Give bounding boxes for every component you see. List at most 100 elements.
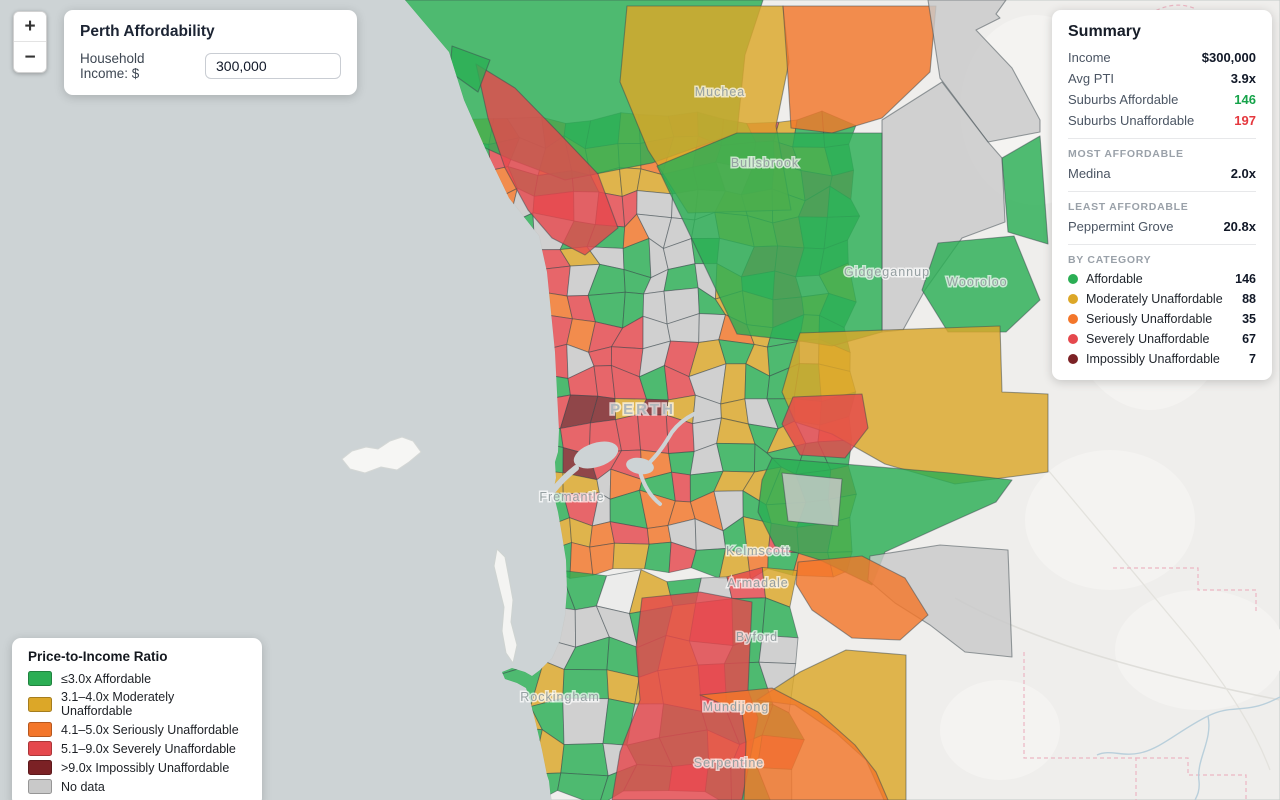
legend-item-label: No data (61, 779, 105, 794)
suburb-polygon[interactable] (671, 471, 691, 503)
suburb-polygon[interactable] (644, 541, 672, 574)
river-line (1194, 715, 1210, 800)
summary-stat-value: 146 (1234, 92, 1256, 107)
least-affordable-name: Peppermint Grove (1068, 219, 1174, 234)
suburb-polygon[interactable] (795, 555, 929, 641)
map-label-kelmscott: Kelmscott (726, 544, 790, 558)
suburb-polygon[interactable] (562, 697, 609, 746)
least-affordable-row: Peppermint Grove 20.8x (1068, 219, 1256, 234)
summary-stat-label: Avg PTI (1068, 71, 1115, 86)
most-affordable-name: Medina (1068, 166, 1111, 181)
divider (1068, 138, 1256, 139)
legend-item-label: >9.0x Impossibly Unaffordable (61, 760, 230, 775)
suburb-polygon[interactable] (668, 451, 695, 476)
admin-boundary-line (1023, 652, 1137, 800)
suburb-polygon[interactable] (560, 742, 609, 777)
category-row: Severely Unaffordable 67 (1068, 332, 1256, 346)
legend-items: ≤3.0x Affordable 3.1–4.0x Moderately Unaf… (28, 671, 246, 794)
legend-panel: Price-to-Income Ratio ≤3.0x Affordable 3.… (12, 638, 262, 800)
suburb-polygon[interactable] (781, 472, 843, 527)
income-panel-title: Perth Affordability (80, 23, 215, 40)
category-count: 146 (1235, 272, 1256, 286)
map-label-bullsbrook: Bullsbrook (731, 156, 799, 170)
legend-item: 4.1–5.0x Seriously Unaffordable (28, 722, 246, 737)
map-label-mundijong: Mundijong (703, 700, 770, 714)
legend-title: Price-to-Income Ratio (28, 649, 168, 664)
most-affordable-value: 2.0x (1230, 166, 1256, 181)
legend-item: No data (28, 779, 246, 794)
legend-swatch (28, 741, 52, 756)
legend-swatch (28, 696, 52, 712)
category-count: 35 (1242, 312, 1256, 326)
summary-stat-row: Suburbs Unaffordable 197 (1068, 113, 1256, 128)
suburb-polygon[interactable] (636, 190, 674, 219)
summary-stat-label: Income (1068, 50, 1111, 65)
legend-item-label: 5.1–9.0x Severely Unaffordable (61, 741, 236, 756)
legend-item-label: ≤3.0x Affordable (61, 671, 152, 686)
legend-item: >9.0x Impossibly Unaffordable (28, 760, 246, 775)
map-label-perth: PERTH (610, 401, 676, 418)
summary-stat-row: Income $300,000 (1068, 50, 1256, 65)
summary-stat-value: 3.9x (1230, 71, 1256, 86)
category-dot (1068, 294, 1078, 304)
category-label: Severely Unaffordable (1086, 332, 1210, 346)
income-panel: Perth Affordability Household Income: $ (64, 10, 357, 95)
category-label: Impossibly Unaffordable (1086, 352, 1220, 366)
water-layer (341, 412, 696, 665)
category-dot (1068, 334, 1078, 344)
category-label: Affordable (1086, 272, 1143, 286)
category-dot (1068, 274, 1078, 284)
suburb-polygon[interactable] (611, 591, 759, 800)
rottnest-island (341, 436, 422, 474)
terrain-patch (1025, 450, 1195, 590)
summary-panel: Summary Income $300,000 Avg PTI 3.9x Suburbs… (1052, 10, 1272, 380)
map-label-muchea: Muchea (695, 85, 745, 99)
garden-island (493, 547, 518, 665)
category-count: 67 (1242, 332, 1256, 346)
category-count: 88 (1242, 292, 1256, 306)
suburb-polygon[interactable] (557, 772, 609, 800)
suburb-polygon[interactable] (612, 542, 650, 570)
admin-boundary-line (1113, 567, 1257, 614)
admin-boundary-line (1136, 757, 1247, 800)
map-label-wooroloo: Wooroloo (946, 275, 1007, 289)
summary-title: Summary (1068, 23, 1141, 40)
map-label-serpentine: Serpentine (694, 756, 764, 770)
suburb-polygon[interactable] (716, 442, 756, 473)
category-row: Affordable 146 (1068, 272, 1256, 286)
suburb-polygon[interactable] (921, 235, 1041, 333)
category-dot (1068, 314, 1078, 324)
suburb-polygon[interactable] (475, 63, 619, 256)
map-label-gidgegannup: Gidgegannup (844, 265, 930, 279)
suburb-polygon[interactable] (699, 687, 889, 800)
category-row: Seriously Unaffordable 35 (1068, 312, 1256, 326)
summary-stat-row: Suburbs Affordable 146 (1068, 92, 1256, 107)
category-row: Moderately Unaffordable 88 (1068, 292, 1256, 306)
map-label-byford: Byford (736, 630, 778, 644)
zoom-in-button[interactable]: + (14, 12, 46, 42)
river-line (1096, 696, 1280, 756)
suburb-polygon[interactable] (781, 393, 869, 459)
income-row: Household Income: $ (80, 51, 341, 81)
by-category-heading: BY CATEGORY (1068, 254, 1152, 266)
household-income-input[interactable] (205, 53, 341, 79)
zoom-control: + − (13, 11, 47, 73)
legend-swatch (28, 760, 52, 775)
suburb-polygon[interactable] (646, 524, 672, 545)
least-affordable-heading: LEAST AFFORDABLE (1068, 201, 1189, 213)
legend-swatch (28, 722, 52, 737)
road-line (1047, 469, 1271, 771)
category-items: Affordable 146 Moderately Unaffordable 88 Se… (1068, 272, 1256, 366)
divider (1068, 191, 1256, 192)
category-dot (1068, 354, 1078, 364)
map-label-rockingham: Rockingham (520, 690, 599, 704)
suburb-polygon[interactable] (1001, 135, 1049, 245)
summary-stat-label: Suburbs Unaffordable (1068, 113, 1195, 128)
summary-stats: Income $300,000 Avg PTI 3.9x Suburbs Afforda… (1068, 50, 1256, 128)
legend-item: 5.1–9.0x Severely Unaffordable (28, 741, 246, 756)
category-label: Seriously Unaffordable (1086, 312, 1213, 326)
summary-stat-label: Suburbs Affordable (1068, 92, 1179, 107)
most-affordable-heading: MOST AFFORDABLE (1068, 148, 1184, 160)
admin-boundary-line (1149, 4, 1197, 15)
zoom-out-button[interactable]: − (14, 42, 46, 72)
